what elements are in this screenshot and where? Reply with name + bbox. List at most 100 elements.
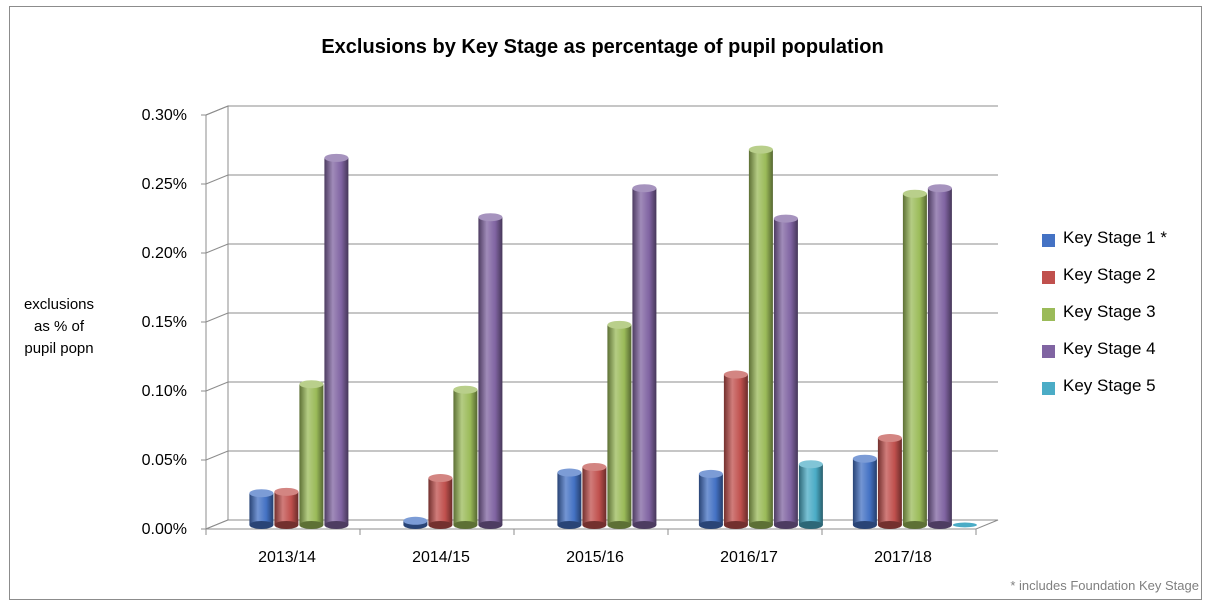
gridline-side bbox=[205, 312, 229, 323]
bar-base bbox=[428, 520, 453, 529]
bar-base bbox=[773, 520, 798, 529]
bar-top bbox=[324, 153, 349, 162]
chart-title: Exclusions by Key Stage as percentage of… bbox=[321, 36, 884, 58]
bar-base bbox=[453, 520, 478, 529]
x-tick-label: 2017/18 bbox=[874, 549, 932, 566]
bar bbox=[952, 522, 977, 528]
x-tick-label: 2013/14 bbox=[258, 549, 316, 566]
legend-label: Key Stage 3 bbox=[1063, 302, 1156, 321]
y-axis-label-line: exclusions bbox=[23, 296, 95, 313]
legend-item: Key Stage 4 bbox=[1042, 339, 1167, 376]
bar-base bbox=[274, 520, 299, 529]
bar-base bbox=[723, 520, 748, 529]
x-tick-label: 2015/16 bbox=[566, 549, 624, 566]
gridline-side bbox=[205, 381, 229, 392]
bar bbox=[698, 473, 723, 525]
bar-base bbox=[852, 520, 877, 529]
gridline-side bbox=[205, 105, 229, 116]
y-axis-label-line: pupil popn bbox=[24, 340, 94, 357]
legend-swatch bbox=[1042, 382, 1055, 395]
legend-item: Key Stage 3 bbox=[1042, 302, 1167, 339]
bar-top bbox=[877, 434, 902, 443]
bar bbox=[927, 188, 952, 525]
legend-item: Key Stage 5 bbox=[1042, 376, 1167, 413]
bar-top bbox=[927, 184, 952, 193]
legend-label: Key Stage 5 bbox=[1063, 376, 1156, 395]
gridline-side bbox=[205, 243, 229, 254]
bar bbox=[582, 466, 607, 525]
bar bbox=[249, 493, 274, 525]
y-axis-label-line: as % of bbox=[33, 318, 85, 335]
bar-top bbox=[274, 487, 299, 496]
y-tick-label: 0.30% bbox=[142, 107, 187, 124]
y-tick-label: 0.15% bbox=[142, 314, 187, 331]
bar-base bbox=[877, 520, 902, 529]
legend-label: Key Stage 2 bbox=[1063, 265, 1156, 284]
legend-label: Key Stage 1 * bbox=[1063, 228, 1167, 247]
bar-base bbox=[632, 520, 657, 529]
bar-base bbox=[249, 520, 274, 529]
bar bbox=[299, 384, 324, 525]
bar-top bbox=[798, 460, 823, 469]
bar-top bbox=[698, 469, 723, 478]
y-tick-label: 0.20% bbox=[142, 245, 187, 262]
legend-swatch bbox=[1042, 308, 1055, 321]
gridline-side bbox=[205, 174, 229, 185]
bar-top bbox=[428, 474, 453, 483]
x-tick-label: 2014/15 bbox=[412, 549, 470, 566]
bar-top bbox=[607, 320, 632, 329]
gridline-side bbox=[205, 450, 229, 461]
bar-top bbox=[249, 489, 274, 498]
bar-top bbox=[723, 370, 748, 379]
legend-item: Key Stage 2 bbox=[1042, 265, 1167, 302]
bar-top bbox=[748, 145, 773, 154]
bar-top bbox=[299, 380, 324, 389]
bar-base bbox=[324, 520, 349, 529]
bar bbox=[478, 217, 503, 525]
chart-legend: Key Stage 1 * Key Stage 2 Key Stage 3 Ke… bbox=[1042, 228, 1167, 413]
bar bbox=[274, 491, 299, 525]
bar-base bbox=[798, 520, 823, 529]
y-tick-label: 0.10% bbox=[142, 383, 187, 400]
bar bbox=[324, 157, 349, 525]
legend-swatch bbox=[1042, 271, 1055, 284]
bar bbox=[748, 149, 773, 525]
bar-base bbox=[478, 520, 503, 529]
chart-footnote: * includes Foundation Key Stage bbox=[1010, 578, 1199, 593]
bar-top bbox=[852, 454, 877, 463]
bar bbox=[632, 188, 657, 525]
bar-top bbox=[902, 189, 927, 198]
bar-base bbox=[299, 520, 324, 529]
legend-label: Key Stage 4 bbox=[1063, 339, 1156, 358]
bar bbox=[428, 478, 453, 525]
bar bbox=[607, 324, 632, 525]
bar bbox=[773, 218, 798, 525]
bar-base bbox=[607, 520, 632, 529]
bar bbox=[453, 389, 478, 525]
bar bbox=[723, 374, 748, 525]
y-tick-label: 0.25% bbox=[142, 176, 187, 193]
legend-swatch bbox=[1042, 234, 1055, 247]
bar bbox=[852, 458, 877, 525]
y-tick-label: 0.05% bbox=[142, 452, 187, 469]
legend-swatch bbox=[1042, 345, 1055, 358]
bar-top bbox=[773, 214, 798, 223]
bar bbox=[902, 193, 927, 525]
bar-base bbox=[557, 520, 582, 529]
bar-base bbox=[902, 520, 927, 529]
bar bbox=[557, 472, 582, 525]
bar-base bbox=[748, 520, 773, 529]
bar bbox=[798, 464, 823, 525]
y-axis-label: exclusions as % of pupil popn bbox=[18, 294, 100, 360]
bar-top bbox=[453, 385, 478, 394]
bar-base bbox=[582, 520, 607, 529]
bar-base bbox=[698, 520, 723, 529]
legend-item: Key Stage 1 * bbox=[1042, 228, 1167, 265]
y-tick-label: 0.00% bbox=[142, 521, 187, 538]
bar-top bbox=[582, 462, 607, 471]
bar-top bbox=[478, 213, 503, 222]
bar-top bbox=[557, 468, 582, 477]
bar-top bbox=[403, 516, 428, 525]
bar-top bbox=[632, 184, 657, 193]
